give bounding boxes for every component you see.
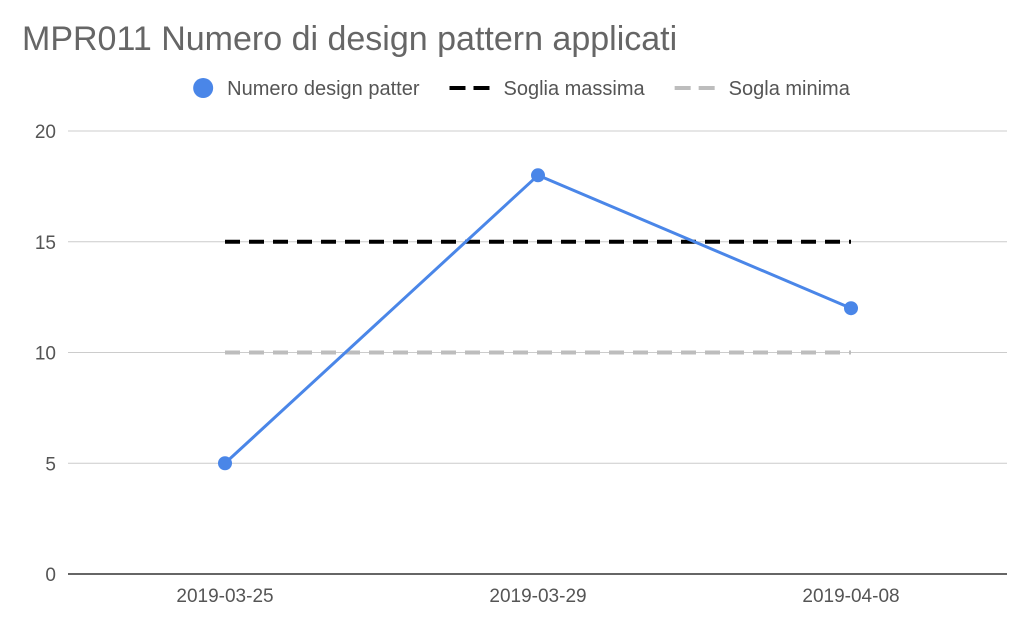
series-layer [218, 168, 858, 471]
x-axis-ticks: 2019-03-25 2019-03-29 2019-04-08 [176, 586, 899, 607]
legend-item-soglia-massima[interactable]: Soglia massima [449, 78, 646, 100]
legend: Numero design patter Soglia massima Sogla … [193, 78, 851, 100]
x-tick-label: 2019-03-29 [489, 586, 586, 607]
y-tick-label: 20 [35, 122, 56, 143]
legend-label: Soglia massima [503, 78, 645, 100]
y-tick-label: 10 [35, 344, 56, 365]
legend-item-numero-design-patter[interactable]: Numero design patter [193, 78, 420, 100]
data-point[interactable] [218, 456, 232, 471]
y-tick-label: 0 [45, 565, 56, 586]
legend-item-sogla-minima[interactable]: Sogla minima [674, 78, 851, 100]
legend-marker [193, 78, 214, 98]
data-point[interactable] [531, 168, 545, 183]
series-numero-design-patter [218, 168, 858, 471]
chart-title: MPR011 Numero di design pattern applicat… [22, 20, 677, 58]
y-axis-ticks: 0 5 10 15 20 [35, 122, 56, 586]
x-tick-label: 2019-03-25 [176, 586, 273, 607]
legend-label: Sogla minima [729, 78, 851, 100]
y-tick-label: 15 [35, 233, 56, 254]
data-point[interactable] [844, 301, 858, 316]
legend-label: Numero design patter [227, 78, 420, 100]
x-tick-label: 2019-04-08 [802, 586, 899, 607]
series-line-numero-design-patter [223, 173, 852, 465]
y-tick-label: 5 [45, 454, 56, 475]
